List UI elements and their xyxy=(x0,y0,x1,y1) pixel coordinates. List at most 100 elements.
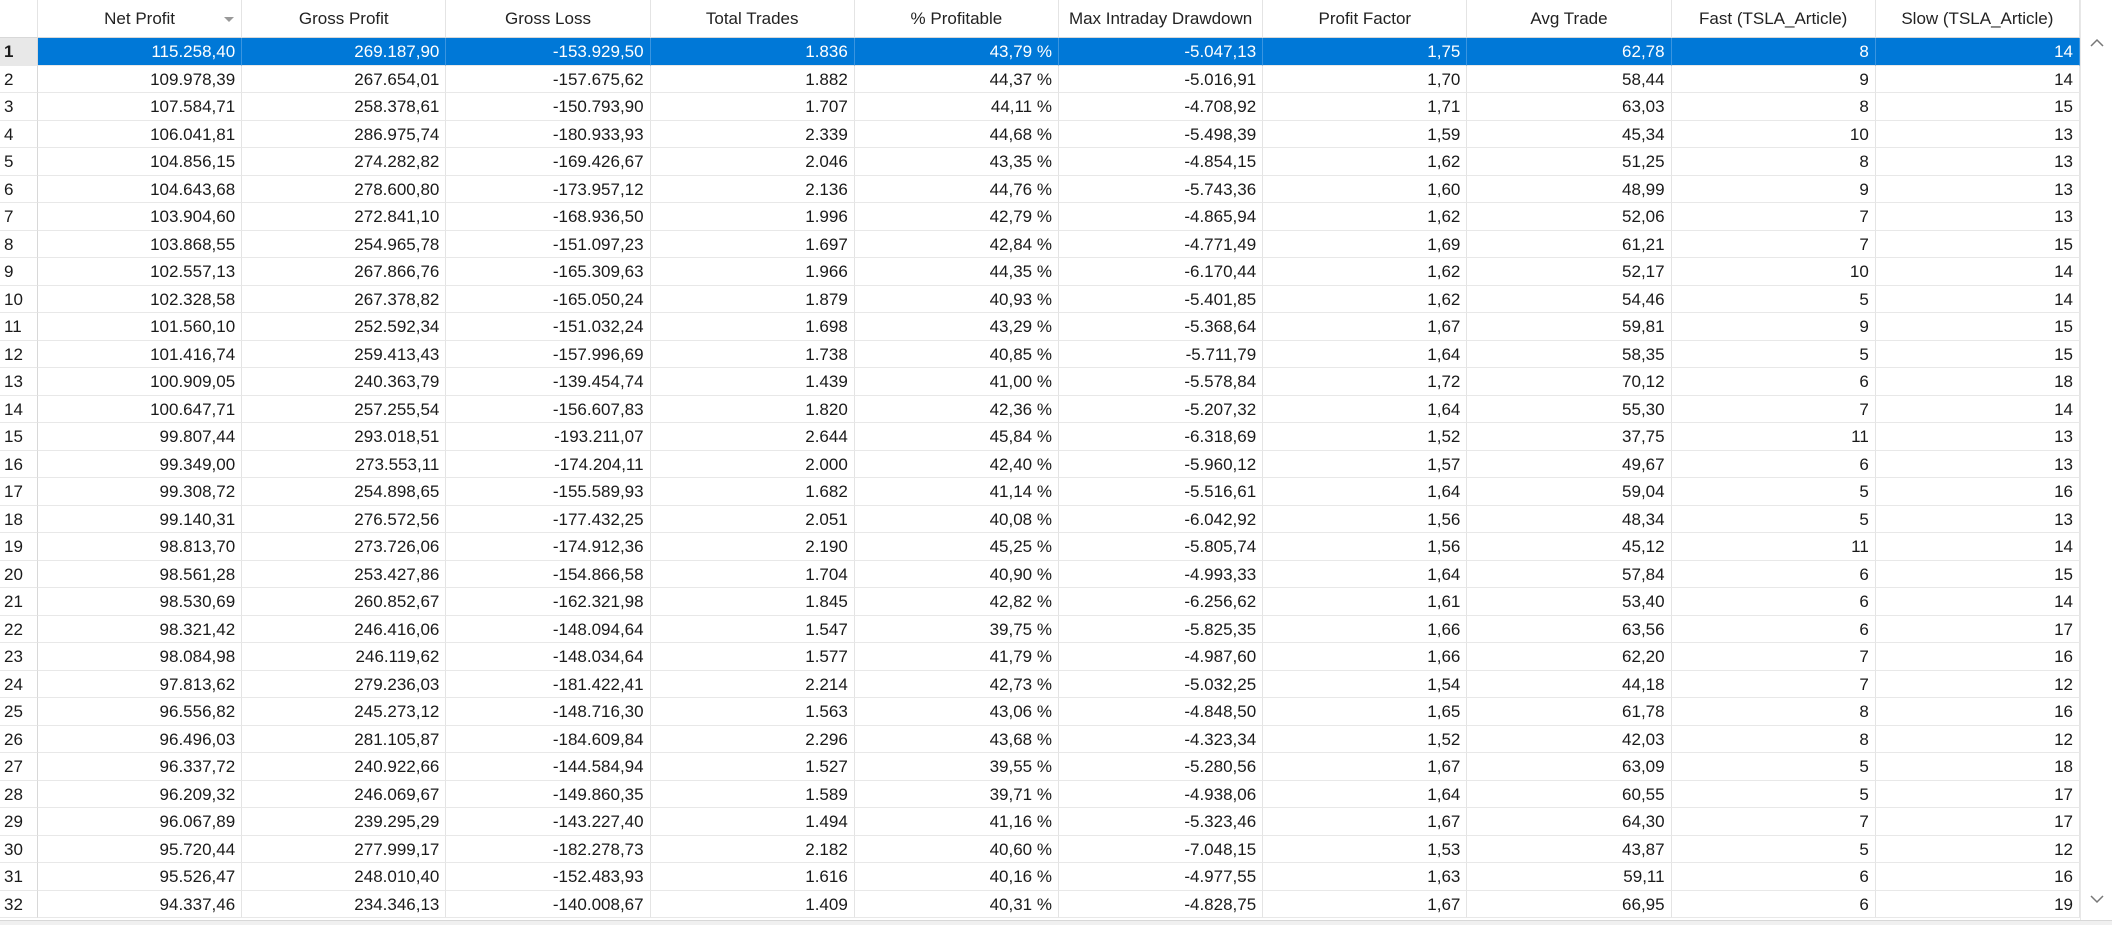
row-number[interactable]: 29 xyxy=(0,808,38,836)
cell-value: 273.553,11 xyxy=(242,450,447,478)
cell-value: 42,79 % xyxy=(854,203,1059,231)
row-number[interactable]: 20 xyxy=(0,560,38,588)
cell-value: -140.008,67 xyxy=(446,890,651,918)
row-number[interactable]: 15 xyxy=(0,423,38,451)
row-number[interactable]: 12 xyxy=(0,340,38,368)
row-number[interactable]: 9 xyxy=(0,258,38,286)
column-header[interactable]: Avg Trade xyxy=(1467,0,1672,38)
row-number[interactable]: 11 xyxy=(0,313,38,341)
cell-value: 103.868,55 xyxy=(38,230,243,258)
cell-value: 2.046 xyxy=(650,148,855,176)
row-number[interactable]: 1 xyxy=(0,38,38,66)
cell-value: -5.032,25 xyxy=(1059,670,1264,698)
cell-value: 1,54 xyxy=(1263,670,1468,698)
column-header[interactable]: Gross Loss xyxy=(446,0,651,38)
cell-value: 9 xyxy=(1671,65,1876,93)
cell-value: 41,00 % xyxy=(854,368,1059,396)
column-header[interactable]: Gross Profit xyxy=(242,0,447,38)
cell-value: 7 xyxy=(1671,670,1876,698)
cell-value: -154.866,58 xyxy=(446,560,651,588)
row-number[interactable]: 32 xyxy=(0,890,38,918)
row-number[interactable]: 30 xyxy=(0,835,38,863)
column-header[interactable]: Fast (TSLA_Article) xyxy=(1671,0,1876,38)
cell-value: 1.697 xyxy=(650,230,855,258)
cell-value: 1.845 xyxy=(650,588,855,616)
cell-value: 1,66 xyxy=(1263,643,1468,671)
row-number[interactable]: 5 xyxy=(0,148,38,176)
column-header[interactable]: Net Profit xyxy=(38,0,243,38)
cell-value: 14 xyxy=(1875,38,2080,66)
cell-value: 1.704 xyxy=(650,560,855,588)
cell-value: -149.860,35 xyxy=(446,780,651,808)
cell-value: 97.813,62 xyxy=(38,670,243,698)
cell-value: -148.034,64 xyxy=(446,643,651,671)
cell-value: 48,99 xyxy=(1467,175,1672,203)
row-number[interactable]: 31 xyxy=(0,863,38,891)
cell-value: 115.258,40 xyxy=(38,38,243,66)
cell-value: -5.207,32 xyxy=(1059,395,1264,423)
row-number[interactable]: 6 xyxy=(0,175,38,203)
row-number[interactable]: 18 xyxy=(0,505,38,533)
column-header[interactable]: Profit Factor xyxy=(1263,0,1468,38)
cell-value: 1.577 xyxy=(650,643,855,671)
cell-value: -168.936,50 xyxy=(446,203,651,231)
cell-value: 100.647,71 xyxy=(38,395,243,423)
column-header[interactable]: % Profitable xyxy=(854,0,1059,38)
row-number[interactable]: 24 xyxy=(0,670,38,698)
vertical-scrollbar[interactable] xyxy=(2080,0,2112,925)
cell-value: 1,52 xyxy=(1263,725,1468,753)
column-header[interactable]: Max Intraday Drawdown xyxy=(1059,0,1264,38)
cell-value: 1.707 xyxy=(650,93,855,121)
cell-value: 40,31 % xyxy=(854,890,1059,918)
cell-value: 14 xyxy=(1875,533,2080,561)
row-number[interactable]: 21 xyxy=(0,588,38,616)
row-number[interactable]: 17 xyxy=(0,478,38,506)
cell-value: -4.708,92 xyxy=(1059,93,1264,121)
cell-value: -144.584,94 xyxy=(446,753,651,781)
row-number[interactable]: 2 xyxy=(0,65,38,93)
cell-value: 40,85 % xyxy=(854,340,1059,368)
cell-value: 248.010,40 xyxy=(242,863,447,891)
cell-value: 2.182 xyxy=(650,835,855,863)
row-number[interactable]: 16 xyxy=(0,450,38,478)
cell-value: 240.922,66 xyxy=(242,753,447,781)
row-number[interactable]: 28 xyxy=(0,780,38,808)
row-number[interactable]: 27 xyxy=(0,753,38,781)
cell-value: 98.813,70 xyxy=(38,533,243,561)
row-number[interactable]: 10 xyxy=(0,285,38,313)
cell-value: 253.427,86 xyxy=(242,560,447,588)
cell-value: 1,66 xyxy=(1263,615,1468,643)
cell-value: 1,69 xyxy=(1263,230,1468,258)
row-number[interactable]: 19 xyxy=(0,533,38,561)
cell-value: -4.865,94 xyxy=(1059,203,1264,231)
row-number[interactable]: 22 xyxy=(0,615,38,643)
row-number[interactable]: 23 xyxy=(0,643,38,671)
row-number[interactable]: 8 xyxy=(0,230,38,258)
cell-value: 14 xyxy=(1875,395,2080,423)
cell-value: -180.933,93 xyxy=(446,120,651,148)
cell-value: 7 xyxy=(1671,230,1876,258)
cell-value: 18 xyxy=(1875,753,2080,781)
cell-value: 1,67 xyxy=(1263,808,1468,836)
cell-value: 6 xyxy=(1671,588,1876,616)
cell-value: 62,78 xyxy=(1467,38,1672,66)
cell-value: -184.609,84 xyxy=(446,725,651,753)
cell-value: 44,37 % xyxy=(854,65,1059,93)
row-number[interactable]: 13 xyxy=(0,368,38,396)
column-header[interactable]: Slow (TSLA_Article) xyxy=(1875,0,2080,38)
cell-value: -173.957,12 xyxy=(446,175,651,203)
row-number[interactable]: 7 xyxy=(0,203,38,231)
row-number[interactable]: 4 xyxy=(0,120,38,148)
cell-value: -4.323,34 xyxy=(1059,725,1264,753)
row-number[interactable]: 26 xyxy=(0,725,38,753)
cell-value: -143.227,40 xyxy=(446,808,651,836)
cell-value: 8 xyxy=(1671,725,1876,753)
row-number[interactable]: 25 xyxy=(0,698,38,726)
row-number[interactable]: 14 xyxy=(0,395,38,423)
row-number[interactable]: 3 xyxy=(0,93,38,121)
cell-value: 5 xyxy=(1671,285,1876,313)
horizontal-scrollbar[interactable] xyxy=(0,920,2112,925)
column-header[interactable]: Total Trades xyxy=(650,0,855,38)
cell-value: 52,06 xyxy=(1467,203,1672,231)
cell-value: 45,25 % xyxy=(854,533,1059,561)
